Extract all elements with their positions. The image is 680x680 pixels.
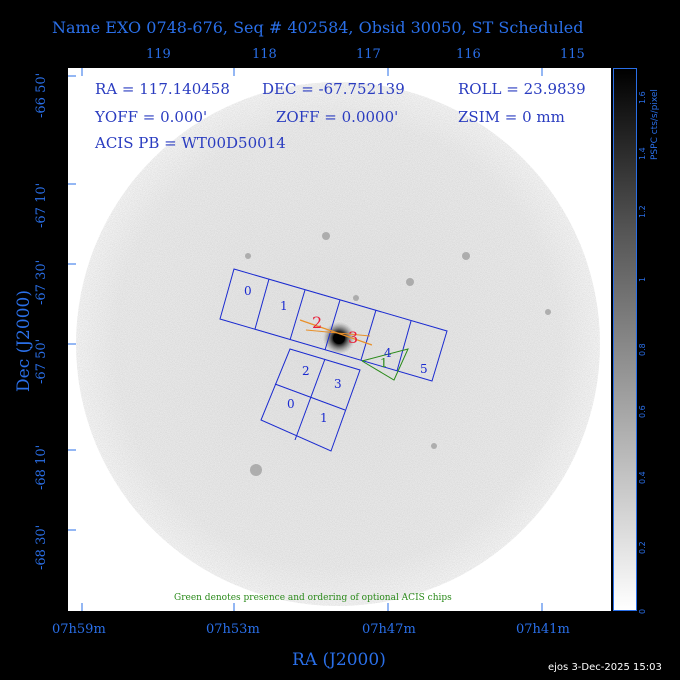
info-zsim: ZSIM = 0 mm xyxy=(458,108,565,126)
left-tick-3: -67 30' xyxy=(34,259,49,305)
bottom-tick-4: 07h41m xyxy=(516,622,570,637)
bottom-tick-2: 07h53m xyxy=(206,622,260,637)
sky-image-panel[interactable]: 0 1 2 3 4 5 1 2 3 0 1 RA = 117.140458 DE… xyxy=(68,68,611,611)
chip-label-row-2: 2 xyxy=(312,313,323,332)
left-tick-4: -67 50' xyxy=(34,338,49,384)
colorbar-label: PSPC cts/s/pixel xyxy=(650,89,660,160)
x-axis-label: RA (J2000) xyxy=(292,650,386,670)
left-tick-6: -68 30' xyxy=(34,524,49,570)
timestamp-footer: ejos 3-Dec-2025 15:03 xyxy=(548,662,662,673)
chip-label-row-1: 1 xyxy=(280,299,288,313)
acis-chip-square xyxy=(260,348,361,452)
info-yoff: YOFF = 0.000' xyxy=(95,108,208,126)
info-roll: ROLL = 23.9839 xyxy=(458,80,586,98)
cbar-tick-0-2: 0.2 xyxy=(638,541,647,554)
frame-ticks xyxy=(68,68,543,611)
cbar-tick-1-2: 1.2 xyxy=(638,205,647,218)
chip-label-sq-2: 2 xyxy=(302,364,310,378)
left-tick-5: -68 10' xyxy=(34,444,49,490)
left-tick-1: -66 50' xyxy=(34,72,49,118)
y-axis-label: Dec (J2000) xyxy=(14,290,34,392)
top-tick-117: 117 xyxy=(356,47,381,62)
bottom-tick-3: 07h47m xyxy=(362,622,416,637)
top-tick-116: 116 xyxy=(456,47,481,62)
chip-label-row-5: 5 xyxy=(420,362,428,376)
optional-chip-note: Green denotes presence and ordering of o… xyxy=(174,593,452,603)
left-tick-2: -67 10' xyxy=(34,182,49,228)
optional-chip-label: 1 xyxy=(380,356,388,370)
info-dec: DEC = -67.752139 xyxy=(262,80,405,98)
colorbar xyxy=(613,68,637,611)
bottom-tick-1: 07h59m xyxy=(52,622,106,637)
sky-image-svg xyxy=(68,68,600,611)
cbar-tick-0-4: 0.4 xyxy=(638,471,647,484)
info-ra: RA = 117.140458 xyxy=(95,80,230,98)
cbar-tick-1: 1 xyxy=(638,276,647,282)
top-tick-118: 118 xyxy=(252,47,277,62)
optional-chip-outline xyxy=(361,348,409,381)
cbar-tick-0: 0 xyxy=(638,608,647,614)
info-zoff: ZOFF = 0.0000' xyxy=(276,108,399,126)
chip-label-row-4: 4 xyxy=(384,346,392,360)
top-tick-119: 119 xyxy=(146,47,171,62)
cbar-tick-1-4: 1.4 xyxy=(638,147,647,160)
cbar-tick-1-6: 1.6 xyxy=(638,91,647,104)
cbar-tick-0-8: 0.8 xyxy=(638,343,647,356)
chip-label-row-0: 0 xyxy=(244,284,252,298)
chip-label-sq-1: 1 xyxy=(320,411,328,425)
cbar-tick-0-6: 0.6 xyxy=(638,405,647,418)
chip-label-sq-0: 0 xyxy=(287,397,295,411)
info-acis-pb: ACIS PB = WT00D50014 xyxy=(95,134,286,152)
plot-title: Name EXO 0748-676, Seq # 402584, Obsid 3… xyxy=(52,18,584,37)
chip-label-row-3: 3 xyxy=(348,328,359,347)
chip-label-sq-3: 3 xyxy=(334,377,342,391)
top-tick-115: 115 xyxy=(560,47,585,62)
acis-chip-row xyxy=(219,268,448,382)
